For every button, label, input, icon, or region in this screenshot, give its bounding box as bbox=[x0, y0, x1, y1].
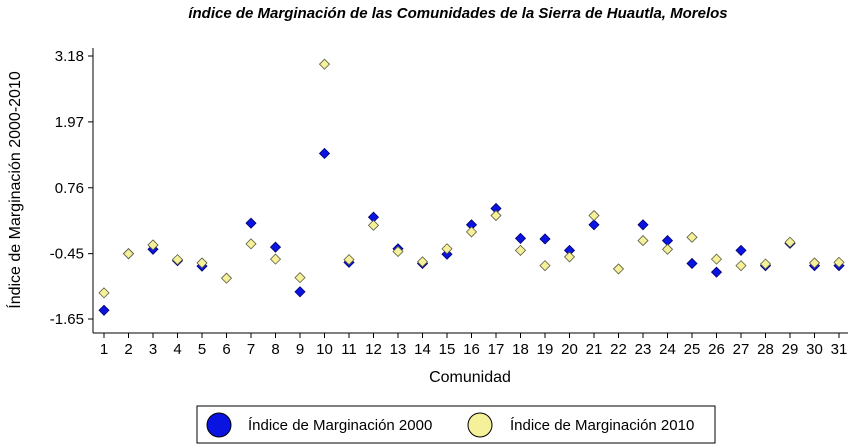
data-point-2000 bbox=[294, 286, 306, 298]
x-tick-label: 24 bbox=[659, 341, 676, 358]
data-point-2010 bbox=[392, 245, 404, 258]
x-tick-label: 2 bbox=[124, 341, 132, 358]
data-point-2010 bbox=[220, 272, 233, 284]
data-point-2010 bbox=[637, 235, 649, 247]
data-point-2000 bbox=[588, 219, 600, 231]
x-tick-label: 29 bbox=[782, 341, 799, 358]
x-tick-label: 6 bbox=[222, 341, 230, 358]
data-point-2010 bbox=[514, 244, 527, 256]
x-tick-label: 17 bbox=[488, 341, 505, 358]
x-tick-label: 20 bbox=[561, 341, 578, 358]
data-point-2000 bbox=[245, 217, 257, 229]
x-tick-label: 12 bbox=[365, 341, 382, 358]
data-point-2010 bbox=[539, 260, 551, 272]
y-tick-label: 3.18 bbox=[55, 48, 84, 65]
data-point-2010 bbox=[196, 257, 208, 269]
x-tick-label: 18 bbox=[512, 341, 529, 358]
data-point-2010 bbox=[343, 254, 355, 266]
data-point-2010 bbox=[171, 254, 184, 266]
data-point-2010 bbox=[588, 209, 600, 222]
x-tick-label: 30 bbox=[806, 341, 823, 358]
x-tick-label: 25 bbox=[684, 341, 701, 358]
legend-label-2000: Índice de Marginación 2000 bbox=[248, 417, 432, 434]
data-point-2010 bbox=[833, 256, 845, 268]
data-point-2010 bbox=[710, 253, 723, 265]
y-tick-label: -0.45 bbox=[50, 246, 84, 263]
data-point-2000 bbox=[735, 244, 747, 256]
data-point-2000 bbox=[98, 304, 110, 316]
data-point-2010 bbox=[147, 239, 159, 251]
legend-label-2010: Índice de Marginación 2010 bbox=[510, 417, 694, 434]
data-point-2000 bbox=[539, 233, 551, 245]
legend-box bbox=[196, 405, 716, 444]
x-tick-label: 31 bbox=[831, 341, 848, 358]
x-tick-label: 14 bbox=[414, 341, 431, 358]
x-tick-label: 23 bbox=[635, 341, 652, 358]
data-point-2000 bbox=[637, 219, 649, 231]
data-point-2010 bbox=[245, 238, 257, 250]
data-point-2010 bbox=[612, 263, 625, 275]
x-tick-label: 5 bbox=[198, 341, 206, 358]
x-tick-label: 13 bbox=[390, 341, 407, 358]
data-point-2010 bbox=[490, 209, 502, 222]
x-tick-label: 8 bbox=[271, 341, 279, 358]
data-point-2010 bbox=[367, 219, 380, 231]
data-point-2000 bbox=[318, 147, 331, 160]
data-point-2010 bbox=[686, 231, 698, 243]
x-tick-label: 7 bbox=[247, 341, 255, 358]
data-point-2010 bbox=[98, 287, 110, 299]
data-point-2010 bbox=[122, 248, 135, 260]
x-tick-label: 15 bbox=[439, 341, 456, 358]
data-point-2000 bbox=[269, 241, 282, 253]
chart-title: índice de Marginación de las Comunidades… bbox=[188, 5, 727, 22]
data-point-2010 bbox=[318, 58, 331, 70]
data-point-2010 bbox=[735, 260, 747, 272]
y-tick-label: -1.65 bbox=[50, 311, 84, 328]
x-tick-label: 4 bbox=[173, 341, 181, 358]
data-points bbox=[98, 58, 845, 316]
data-point-2010 bbox=[269, 253, 282, 265]
legend-marker-2010 bbox=[467, 412, 493, 438]
legend-marker-2000 bbox=[206, 412, 232, 438]
x-axis-label: Comunidad bbox=[429, 369, 511, 386]
x-tick-label: 10 bbox=[316, 341, 333, 358]
x-tick-label: 9 bbox=[296, 341, 304, 358]
data-point-2010 bbox=[759, 258, 772, 270]
data-point-2000 bbox=[686, 257, 698, 270]
x-tick-label: 21 bbox=[586, 341, 603, 358]
x-tick-label: 26 bbox=[708, 341, 725, 358]
data-point-2010 bbox=[416, 256, 429, 268]
y-tick-label: 1.97 bbox=[55, 114, 84, 131]
x-tick-label: 27 bbox=[733, 341, 750, 358]
x-tick-label: 19 bbox=[537, 341, 554, 358]
x-tick-label: 11 bbox=[341, 341, 357, 358]
data-point-2010 bbox=[294, 272, 306, 284]
data-point-2010 bbox=[784, 236, 796, 248]
legend: Índice de Marginación 2000 Índice de Mar… bbox=[196, 405, 716, 444]
x-tick-label: 1 bbox=[100, 341, 108, 358]
data-point-2010 bbox=[465, 226, 478, 238]
x-tick-group: 1 2 3 4 5 6 7 8 9 10 11 12 13 14 15 16 17 18 19 20 21 22 23 24 2… bbox=[100, 333, 848, 358]
y-tick-group: -1.65 -0.45 0.76 1.97 3.18 bbox=[50, 48, 93, 328]
x-tick-label: 16 bbox=[463, 341, 480, 358]
x-tick-label: 28 bbox=[757, 341, 774, 358]
data-point-2010 bbox=[563, 251, 576, 263]
x-tick-label: 22 bbox=[610, 341, 627, 358]
data-point-2000 bbox=[514, 232, 527, 244]
x-tick-label: 3 bbox=[149, 341, 157, 358]
data-point-2000 bbox=[710, 266, 723, 278]
y-tick-label: 0.76 bbox=[55, 180, 84, 197]
data-point-2010 bbox=[441, 243, 453, 255]
data-point-2010 bbox=[808, 257, 821, 269]
data-point-2010 bbox=[661, 243, 674, 255]
y-axis-label: Índice de Marginación 2000-2010 bbox=[5, 71, 24, 309]
